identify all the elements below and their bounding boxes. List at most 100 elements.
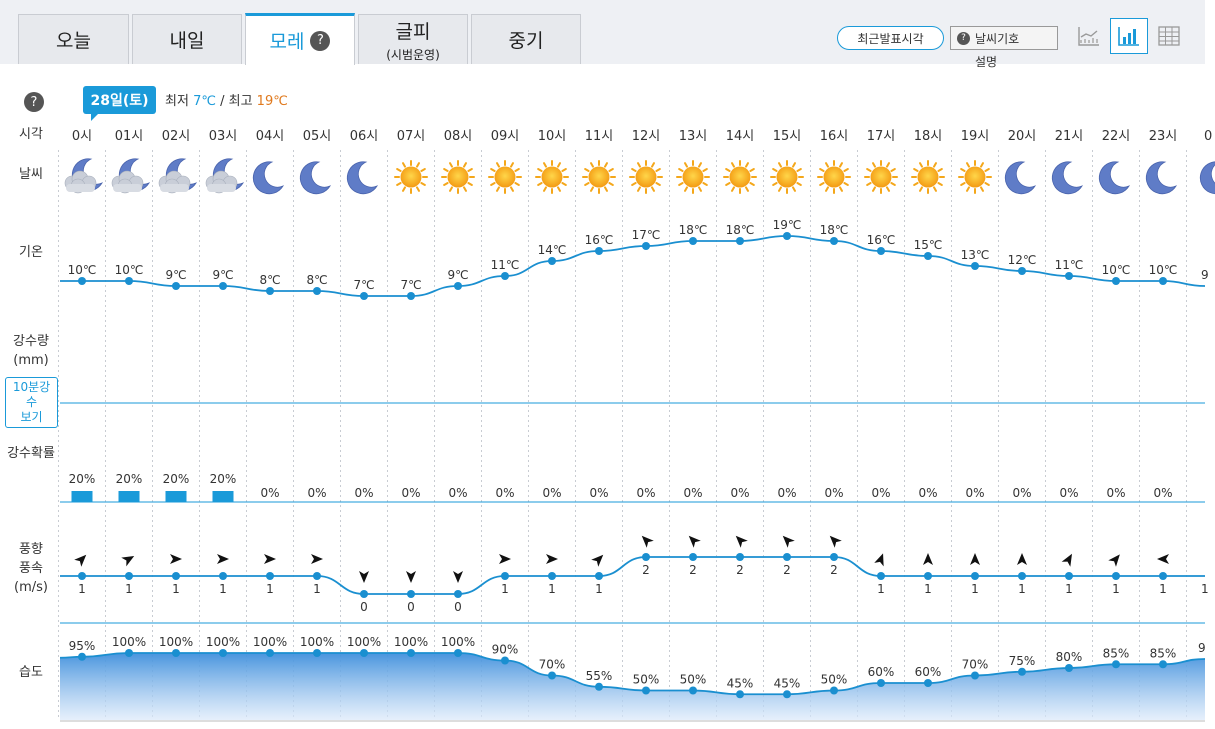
hour-labels: 0시 01시 02시 03시 04시 05시 06시 07시 08시 09시 10시 11시 12시 13… xyxy=(72,129,1212,144)
wind-direction-icon xyxy=(499,554,511,564)
sun-ray xyxy=(449,186,453,192)
sun-ray xyxy=(702,182,708,186)
prob-label: 20% xyxy=(210,472,237,486)
wind-direction-icon xyxy=(1061,553,1072,567)
wind-arrow-shape xyxy=(170,554,182,564)
hour-label: 09시 xyxy=(491,129,520,144)
sun-ray xyxy=(792,186,796,192)
wind-speed-label: 풍속 xyxy=(19,560,43,576)
wind-point xyxy=(924,572,932,580)
hour-label: 05시 xyxy=(303,129,332,144)
humidity-point xyxy=(783,690,791,699)
sun-icon xyxy=(723,160,757,194)
help-icon[interactable]: ? xyxy=(310,30,331,51)
humidity-label: 50% xyxy=(821,673,848,687)
sun-ray xyxy=(792,162,796,168)
tab-midterm[interactable]: 중기 xyxy=(471,14,581,64)
wind-direction-icon xyxy=(121,556,135,567)
help-icon[interactable]: ? xyxy=(24,92,44,112)
tab-tomorrow-label: 내일 xyxy=(169,30,205,52)
wind-point xyxy=(219,572,227,580)
sun-ray xyxy=(637,162,641,168)
humidity-label-cutoff: 9 xyxy=(1198,641,1206,655)
wind-speed-value: 1 xyxy=(971,582,979,596)
temp-label: 10℃ xyxy=(1149,263,1178,277)
wind-point xyxy=(736,553,744,561)
moon-icon xyxy=(1051,161,1084,195)
wind-arrow-shape xyxy=(829,535,842,548)
prob-label: 0% xyxy=(307,486,326,500)
sun-ray xyxy=(843,182,849,186)
latest-release-button[interactable]: 최근발표시각 xyxy=(837,26,944,50)
bar-chart-icon[interactable] xyxy=(1110,18,1148,54)
temp-point xyxy=(548,257,556,265)
humidity-point xyxy=(1065,664,1073,672)
humidity-label: 90% xyxy=(492,643,519,657)
sun-ray xyxy=(514,182,520,186)
temp-point xyxy=(736,237,744,245)
temp-label: 11℃ xyxy=(1055,258,1084,272)
wind-dir-label: 풍향 xyxy=(19,542,43,557)
sun-ray xyxy=(496,186,500,192)
tab-three-days-label: 글피 xyxy=(395,20,431,43)
sun-ray xyxy=(396,182,402,186)
sun-ray xyxy=(557,162,561,168)
sun-ray xyxy=(402,186,406,192)
line-chart-icon[interactable] xyxy=(1070,18,1108,54)
sun-disc xyxy=(729,166,751,188)
temp-label: 7℃ xyxy=(353,278,374,292)
humidity-point xyxy=(501,656,509,665)
wind-point xyxy=(407,590,415,598)
sun-ray xyxy=(698,186,702,192)
humidity-point xyxy=(1112,660,1120,669)
temp-label: 16℃ xyxy=(867,233,896,247)
tab-tomorrow[interactable]: 내일 xyxy=(132,14,242,64)
sun-ray xyxy=(966,162,970,168)
temp-point xyxy=(360,292,368,300)
rain-10min-line1: 10분강 xyxy=(12,380,51,394)
prob-bar xyxy=(118,491,140,502)
wind-arrow-shape xyxy=(406,571,416,583)
temp-point xyxy=(266,287,274,295)
wind-direction-icon xyxy=(970,553,980,565)
humidity-label: 85% xyxy=(1150,646,1177,660)
temp-point xyxy=(125,277,133,285)
hour-label: 20시 xyxy=(1008,129,1037,144)
hour-label: 02시 xyxy=(162,129,191,144)
humidity-label: 100% xyxy=(394,635,428,649)
cloud-base xyxy=(160,184,189,192)
separator: / xyxy=(220,94,225,109)
humidity-point xyxy=(877,679,885,687)
rain-10min-button[interactable]: 10분강 수 보기 xyxy=(5,377,58,428)
tab-three-days[interactable]: 글피 (시범운영) xyxy=(358,14,468,64)
sun-ray xyxy=(443,168,449,172)
humidity-label: 70% xyxy=(539,658,566,672)
hour-label: 16시 xyxy=(820,129,849,144)
wind-speed-value: 1 xyxy=(1159,582,1167,596)
sun-ray xyxy=(416,186,420,192)
temp-point xyxy=(783,232,791,240)
wind-direction-icon xyxy=(782,535,795,548)
tab-today[interactable]: 오늘 xyxy=(18,14,129,64)
wind-speed-value: 2 xyxy=(642,563,650,577)
tab-day-after[interactable]: 모레 ? xyxy=(245,13,355,65)
sun-ray xyxy=(866,182,872,186)
max-value: 19℃ xyxy=(256,94,288,109)
wind-arrow-shape xyxy=(264,554,276,564)
wind-point xyxy=(454,590,462,598)
moon-cloud-icon xyxy=(111,158,151,194)
moon-cloud-icon xyxy=(64,158,104,194)
sun-icon xyxy=(770,160,804,194)
tab-day-after-label: 모레 xyxy=(269,31,305,53)
humidity-point xyxy=(172,649,180,657)
moon-icon-cutoff xyxy=(1199,161,1215,195)
weather-legend-button[interactable]: ? 날씨기호 xyxy=(950,26,1058,50)
table-icon[interactable] xyxy=(1150,18,1188,54)
sun-ray xyxy=(490,168,496,172)
temp-point xyxy=(689,237,697,245)
sun-ray xyxy=(416,162,420,168)
cloud-shape xyxy=(111,170,144,194)
precip-unit: (mm) xyxy=(13,352,49,368)
sun-ray xyxy=(678,168,684,172)
wind-point xyxy=(266,572,274,580)
